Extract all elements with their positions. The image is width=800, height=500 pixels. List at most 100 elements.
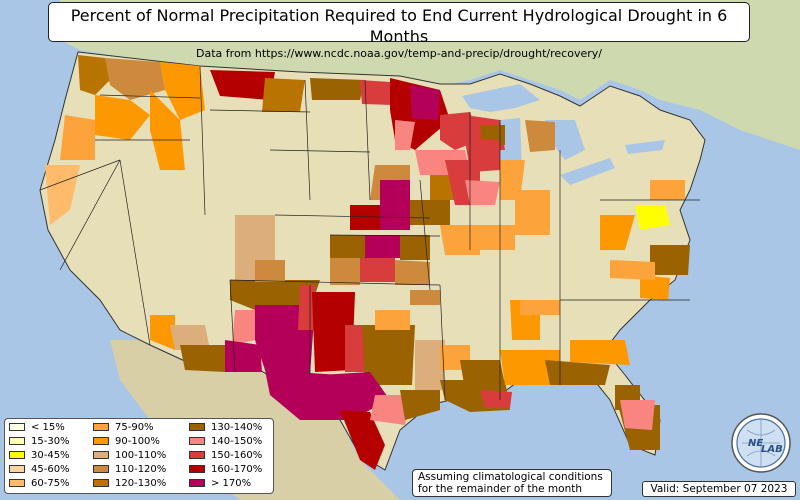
region-al bbox=[500, 350, 560, 385]
legend-label: 160-170% bbox=[211, 464, 263, 475]
assumption-line-2: for the remainder of the month bbox=[418, 483, 583, 495]
legend-swatch bbox=[9, 465, 25, 473]
region-mo-nw bbox=[410, 200, 450, 225]
page-title: Percent of Normal Precipitation Required… bbox=[70, 6, 728, 46]
region-va-west bbox=[600, 215, 635, 250]
legend-label: 110-120% bbox=[115, 464, 167, 475]
region-ar-south bbox=[415, 340, 445, 390]
legend-item: 100-110% bbox=[93, 450, 166, 462]
legend-label: 60-75% bbox=[31, 478, 70, 489]
lake-ontario bbox=[625, 140, 665, 154]
legend-label: 150-160% bbox=[211, 450, 263, 461]
legend-swatch bbox=[9, 451, 25, 459]
legend-item: 140-150% bbox=[189, 436, 262, 448]
region-ks-south bbox=[360, 258, 395, 282]
region-ga bbox=[570, 340, 630, 365]
legend-item: < 15% bbox=[9, 422, 65, 434]
legend-swatch bbox=[9, 479, 25, 487]
region-az-south bbox=[180, 345, 225, 372]
legend-item: 60-75% bbox=[9, 478, 70, 490]
region-wa-central bbox=[105, 58, 165, 100]
region-ne-south bbox=[350, 205, 380, 230]
legend-label: 75-90% bbox=[115, 422, 154, 433]
region-mt bbox=[210, 70, 275, 100]
region-la-delta bbox=[480, 390, 512, 408]
region-ks-east bbox=[400, 235, 430, 260]
legend-item: 45-60% bbox=[9, 464, 70, 476]
region-tx-south bbox=[340, 410, 385, 470]
region-az-west bbox=[150, 315, 175, 350]
region-az-east bbox=[232, 310, 260, 345]
region-nd bbox=[310, 78, 365, 100]
logo-text-left: NE bbox=[748, 438, 763, 449]
legend-label: > 170% bbox=[211, 478, 252, 489]
region-mn-west bbox=[360, 80, 392, 105]
globe-logo-icon: NE LAB bbox=[731, 413, 791, 473]
legend-swatch bbox=[189, 451, 205, 459]
region-nc-west bbox=[610, 260, 655, 280]
region-ok-pan bbox=[330, 258, 360, 285]
legend-item: 130-140% bbox=[189, 422, 262, 434]
region-or-coast bbox=[60, 115, 95, 160]
legend-item: 110-120% bbox=[93, 464, 166, 476]
region-ne-se bbox=[380, 180, 410, 205]
legend-item: 15-30% bbox=[9, 436, 70, 448]
legend-swatch bbox=[93, 465, 109, 473]
region-az-central bbox=[170, 325, 210, 350]
region-wa-coast bbox=[78, 55, 110, 95]
legend-label: 15-30% bbox=[31, 436, 70, 447]
region-nm-east bbox=[298, 285, 315, 330]
region-sc bbox=[640, 275, 670, 300]
legend-swatch bbox=[9, 423, 25, 431]
assumption-note: Assuming climatological conditions for t… bbox=[412, 469, 612, 497]
region-il-north bbox=[465, 180, 500, 205]
region-ok-ne bbox=[395, 260, 430, 285]
region-mi-lower bbox=[525, 120, 555, 152]
region-ks-west bbox=[330, 235, 365, 258]
region-co-south bbox=[255, 260, 285, 282]
region-il-nw bbox=[465, 140, 500, 172]
region-ca-north bbox=[45, 165, 80, 225]
lake-superior bbox=[462, 84, 540, 112]
region-fl-pink bbox=[620, 400, 655, 430]
legend-label: 30-45% bbox=[31, 450, 70, 461]
valid-date: Valid: September 07 2023 bbox=[642, 481, 796, 497]
region-nm-north bbox=[230, 280, 320, 312]
legend-item: 120-130% bbox=[93, 478, 166, 490]
legend-label: 120-130% bbox=[115, 478, 167, 489]
region-la-west bbox=[400, 390, 440, 420]
region-or-central bbox=[95, 95, 150, 140]
legend-swatch bbox=[189, 479, 205, 487]
region-nc-east bbox=[650, 245, 690, 275]
region-mt-east bbox=[262, 78, 305, 112]
region-ar-nw bbox=[410, 290, 440, 305]
region-id-north bbox=[160, 62, 205, 120]
title-box: Percent of Normal Precipitation Required… bbox=[48, 2, 750, 60]
region-tx-pan bbox=[312, 292, 355, 372]
legend-swatch bbox=[189, 437, 205, 445]
legend-label: 140-150% bbox=[211, 436, 263, 447]
region-tn bbox=[520, 300, 560, 315]
region-oh-sw bbox=[515, 190, 550, 235]
legend-label: 90-100% bbox=[115, 436, 160, 447]
region-il-south bbox=[480, 225, 515, 250]
lake-erie bbox=[560, 158, 615, 185]
legend-swatch bbox=[93, 479, 109, 487]
region-tx-nr bbox=[375, 310, 410, 330]
legend-item: > 170% bbox=[189, 478, 251, 490]
region-nm-south bbox=[225, 340, 262, 372]
page-subtitle: Data from https://www.ncdc.noaa.gov/temp… bbox=[196, 47, 602, 60]
legend-swatch bbox=[93, 451, 109, 459]
region-md-va bbox=[635, 205, 670, 230]
legend-label: < 15% bbox=[31, 422, 65, 433]
logo-text-right: LAB bbox=[761, 444, 783, 455]
region-mn-south bbox=[395, 120, 415, 150]
legend-swatch bbox=[9, 437, 25, 445]
legend-label: 130-140% bbox=[211, 422, 263, 433]
region-pa-se bbox=[650, 180, 685, 200]
region-tx-gulf bbox=[370, 395, 410, 425]
region-mo-south bbox=[440, 225, 480, 255]
legend-swatch bbox=[93, 437, 109, 445]
legend: < 15% 15-30% 30-45% 45-60% 60-75% 75-90% 90-10… bbox=[4, 418, 274, 494]
assumption-line-1: Assuming climatological conditions bbox=[418, 471, 603, 483]
